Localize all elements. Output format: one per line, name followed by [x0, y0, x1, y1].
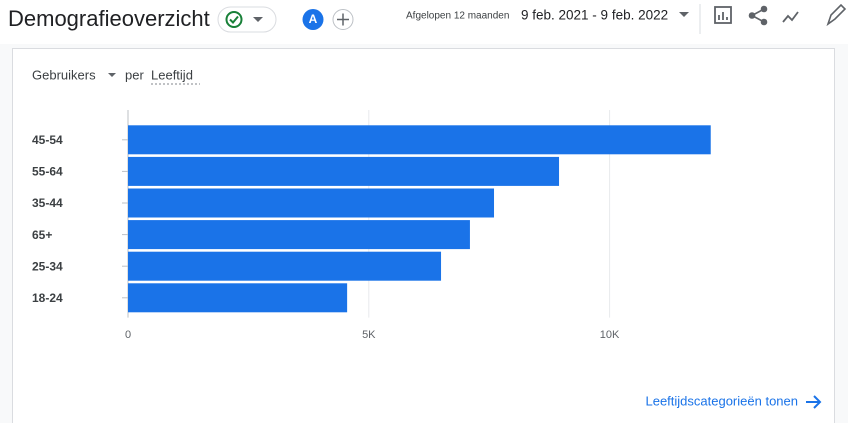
customize-icon[interactable] — [714, 6, 732, 24]
bar — [128, 188, 495, 218]
arrow-icon[interactable] — [806, 395, 822, 409]
x-tick-label: 10K — [600, 329, 620, 341]
y-tick-label: 18-24 — [32, 291, 63, 305]
avatar[interactable] — [302, 9, 324, 30]
plus-icon — [337, 13, 349, 26]
status-chip[interactable] — [217, 6, 277, 33]
share-icon[interactable] — [748, 5, 768, 26]
page-title: Demografieoverzicht — [8, 6, 210, 31]
dropdown-icon — [253, 17, 263, 22]
edit-icon[interactable] — [826, 3, 847, 27]
metric-selector[interactable]: Gebruikers — [32, 67, 96, 82]
y-tick-label: 25-34 — [32, 259, 63, 273]
header-bar — [0, 0, 848, 44]
y-tick-label: 55-64 — [32, 165, 63, 179]
bar — [128, 220, 470, 250]
per-label: per — [125, 67, 144, 82]
y-tick-label: 35-44 — [32, 196, 63, 210]
x-tick-label: 0 — [125, 329, 131, 341]
check-icon — [225, 11, 243, 28]
y-tick-label: 65+ — [32, 228, 52, 242]
date-dropdown-icon[interactable] — [679, 12, 689, 17]
bar — [128, 125, 711, 155]
date-range[interactable]: 9 feb. 2021 - 9 feb. 2022 — [521, 8, 668, 23]
avatar-letter: A — [309, 12, 318, 26]
bar — [128, 251, 442, 281]
bar — [128, 283, 348, 313]
check-mark — [229, 15, 239, 24]
bar — [128, 156, 560, 186]
dimension-label[interactable]: Leeftijd — [151, 67, 193, 82]
insights-icon[interactable] — [782, 11, 799, 23]
customize-bars — [718, 12, 728, 20]
x-tick-label: 5K — [362, 329, 376, 341]
period-label: Afgelopen 12 maanden — [406, 11, 509, 22]
view-link[interactable]: Leeftijdscategorieën tonen — [645, 393, 798, 408]
y-tick-label: 45-54 — [32, 133, 63, 147]
metric-dropdown[interactable] — [108, 73, 116, 77]
